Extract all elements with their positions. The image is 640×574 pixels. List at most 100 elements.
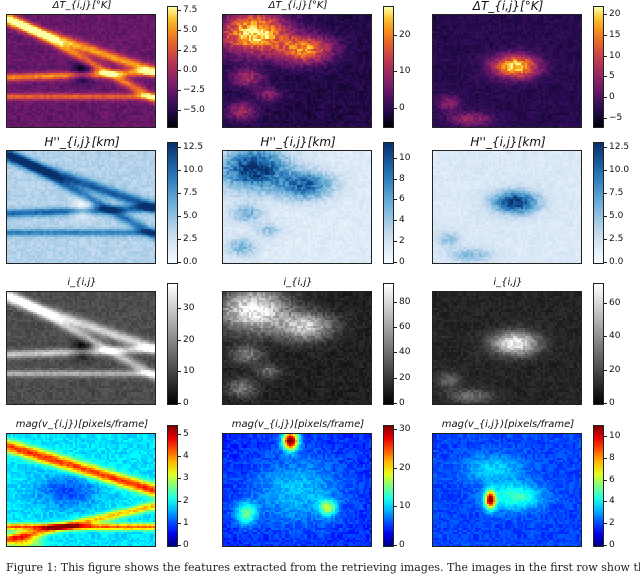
- colorbar: [167, 425, 178, 547]
- colorbar-tick-label: 10.0: [177, 164, 204, 175]
- colorbar-tick-label: 6: [394, 194, 405, 205]
- colorbar-tick-label: −2.5: [178, 85, 205, 95]
- colorbar-tick-label: 0: [604, 92, 615, 103]
- colorbar: [167, 6, 178, 128]
- colorbar: [593, 425, 604, 547]
- heatmap-image: [6, 291, 156, 405]
- colorbar-tick-label: 10: [603, 50, 621, 61]
- colorbar-tick-label: 0: [394, 540, 405, 550]
- heatmap-image: [432, 14, 582, 128]
- heatmap-canvas: [7, 15, 155, 127]
- panel-title: H''_{i,j}[km]: [44, 135, 120, 149]
- colorbar-tick-label: 10: [603, 430, 621, 441]
- heatmap-canvas: [223, 151, 371, 263]
- colorbar-tick-label: 12.5: [603, 141, 630, 152]
- colorbar-tick-label: 0: [604, 540, 615, 550]
- panel-title: H''_{i,j}[km]: [470, 135, 546, 149]
- colorbar: [593, 6, 604, 128]
- heatmap-image: [6, 150, 156, 264]
- colorbar-tick-label: 2.5: [603, 233, 624, 244]
- colorbar-tick-label: 20: [393, 462, 411, 473]
- colorbar-tick-label: 30: [393, 423, 411, 434]
- heatmap-canvas: [223, 434, 371, 546]
- colorbar-tick-label: 10: [393, 66, 411, 77]
- colorbar-tick-label: 2.5: [177, 233, 198, 244]
- colorbar-tick-label: 20: [603, 364, 621, 375]
- heatmap-image: [432, 150, 582, 264]
- panel-title: i_{i,j}: [67, 277, 97, 288]
- colorbar-tick-label: 0: [178, 540, 189, 550]
- colorbar-tick-label: 4: [394, 215, 405, 226]
- colorbar-tick-label: 7.5: [603, 187, 624, 198]
- heatmap-canvas: [223, 15, 371, 127]
- colorbar-tick-label: 60: [603, 298, 621, 308]
- colorbar-tick-label: 2: [178, 495, 189, 506]
- colorbar-tick-label: 20: [603, 9, 621, 20]
- colorbar: [383, 283, 394, 405]
- colorbar-tick-label: 5.0: [177, 210, 198, 221]
- colorbar-tick-label: 2: [394, 236, 405, 247]
- colorbar: [383, 142, 394, 264]
- heatmap-canvas: [433, 151, 581, 263]
- colorbar-tick-label: 20: [393, 372, 411, 383]
- colorbar-tick-label: 10: [393, 501, 411, 512]
- panel-title: ΔT_{i,j}[°K]: [268, 0, 328, 11]
- heatmap-canvas: [223, 292, 371, 404]
- colorbar-tick-label: 20: [393, 30, 411, 41]
- panel-title: i_{i,j}: [283, 277, 313, 288]
- colorbar-tick-label: 0.0: [177, 257, 198, 267]
- colorbar-tick-label: 0: [394, 398, 405, 408]
- colorbar-tick-label: 3: [178, 473, 189, 484]
- heatmap-canvas: [7, 434, 155, 546]
- colorbar: [167, 283, 178, 405]
- colorbar-tick-label: 7.5: [177, 5, 198, 15]
- colorbar-tick-label: 10: [177, 366, 195, 377]
- panel-title: ΔT_{i,j}[°K]: [472, 0, 544, 13]
- colorbar: [383, 6, 394, 128]
- colorbar-tick-label: 5: [178, 428, 189, 439]
- heatmap-image: [222, 291, 372, 405]
- colorbar-tick-label: 40: [393, 347, 411, 358]
- colorbar: [383, 425, 394, 547]
- colorbar-tick-label: −5: [603, 112, 623, 123]
- colorbar-tick-label: 5.0: [177, 25, 198, 35]
- colorbar: [593, 142, 604, 264]
- colorbar-tick-label: 5: [604, 71, 615, 82]
- colorbar-tick-label: 4: [178, 451, 189, 462]
- panel-title: H''_{i,j}[km]: [260, 135, 336, 149]
- colorbar-tick-label: 12.5: [177, 141, 204, 152]
- panel-title: mag(v_{i,j})[pixels/frame]: [441, 419, 575, 430]
- colorbar-tick-label: 0: [394, 102, 405, 113]
- heatmap-image: [432, 433, 582, 547]
- colorbar-tick-label: 5.0: [603, 210, 624, 221]
- colorbar-tick-label: 10.0: [603, 164, 630, 175]
- heatmap-image: [6, 14, 156, 128]
- colorbar-tick-label: 0: [178, 398, 189, 408]
- panel-title: mag(v_{i,j})[pixels/frame]: [231, 419, 365, 430]
- colorbar-tick-label: 2.5: [177, 45, 198, 55]
- colorbar-tick-label: 8: [394, 173, 405, 184]
- colorbar-tick-label: 80: [393, 296, 411, 307]
- panel-title: ΔT_{i,j}[°K]: [52, 0, 112, 11]
- colorbar-tick-label: 0: [394, 257, 405, 267]
- heatmap-image: [222, 150, 372, 264]
- colorbar-tick-label: −5.0: [178, 105, 205, 115]
- colorbar-tick-label: 0.0: [177, 65, 198, 75]
- heatmap-canvas: [7, 151, 155, 263]
- colorbar-tick-label: 20: [177, 334, 195, 345]
- colorbar-tick-label: 1: [178, 517, 189, 528]
- colorbar-tick-label: 60: [393, 322, 411, 333]
- heatmap-canvas: [433, 434, 581, 546]
- figure-caption: Figure 1: This figure shows the features…: [6, 561, 640, 574]
- colorbar-tick-label: 30: [177, 303, 195, 314]
- colorbar-tick-label: 8: [604, 452, 615, 463]
- heatmap-canvas: [433, 15, 581, 127]
- heatmap-image: [222, 433, 372, 547]
- heatmap-canvas: [7, 292, 155, 404]
- colorbar: [593, 283, 604, 405]
- colorbar-tick-label: 6: [604, 474, 615, 485]
- heatmap-canvas: [433, 292, 581, 404]
- colorbar: [167, 142, 178, 264]
- colorbar-tick-label: 0: [604, 398, 615, 408]
- colorbar-tick-label: 4: [604, 496, 615, 507]
